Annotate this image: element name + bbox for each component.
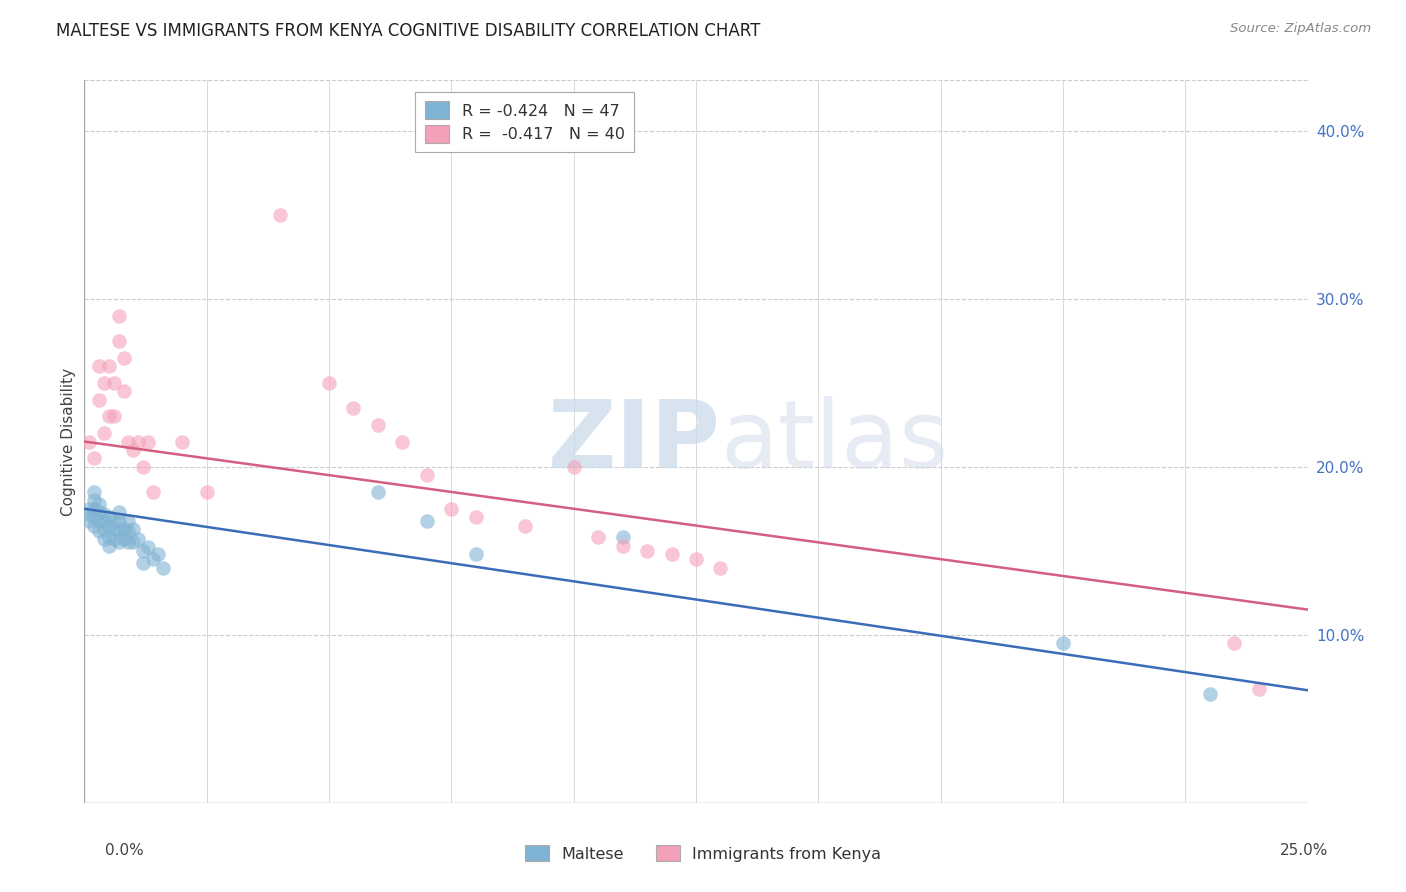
Point xyxy=(142,552,165,566)
Point xyxy=(586,530,609,544)
Point xyxy=(87,359,110,373)
Point xyxy=(661,547,683,561)
Point xyxy=(93,532,115,546)
Point xyxy=(132,543,155,558)
Point xyxy=(107,505,129,519)
Point xyxy=(269,208,291,222)
Point xyxy=(77,514,100,528)
Point xyxy=(136,434,159,449)
Point xyxy=(132,556,155,570)
Point xyxy=(1052,636,1074,650)
Point xyxy=(77,507,100,521)
Point xyxy=(83,493,105,508)
Point xyxy=(117,434,139,449)
Point xyxy=(83,501,105,516)
Point xyxy=(103,522,125,536)
Point xyxy=(83,451,105,466)
Point xyxy=(122,535,145,549)
Point xyxy=(93,426,115,441)
Point xyxy=(97,359,120,373)
Text: 25.0%: 25.0% xyxy=(1281,843,1329,858)
Point xyxy=(87,497,110,511)
Point xyxy=(1247,681,1270,696)
Point xyxy=(83,518,105,533)
Point xyxy=(367,417,389,432)
Point xyxy=(122,442,145,457)
Point xyxy=(93,507,115,521)
Point xyxy=(464,510,486,524)
Point xyxy=(122,522,145,536)
Point xyxy=(391,434,413,449)
Point xyxy=(416,468,439,483)
Legend: R = -0.424   N = 47, R =  -0.417   N = 40: R = -0.424 N = 47, R = -0.417 N = 40 xyxy=(415,92,634,153)
Point xyxy=(1223,636,1246,650)
Point xyxy=(97,539,120,553)
Point xyxy=(77,501,100,516)
Point xyxy=(107,334,129,348)
Point xyxy=(685,552,707,566)
Point xyxy=(464,547,486,561)
Point xyxy=(87,514,110,528)
Y-axis label: Cognitive Disability: Cognitive Disability xyxy=(60,368,76,516)
Point xyxy=(112,522,135,536)
Point xyxy=(83,510,105,524)
Point xyxy=(195,485,218,500)
Point xyxy=(562,459,585,474)
Point xyxy=(97,409,120,424)
Text: ZIP: ZIP xyxy=(547,395,720,488)
Point xyxy=(112,351,135,365)
Point xyxy=(367,485,389,500)
Point xyxy=(93,522,115,536)
Point xyxy=(117,524,139,538)
Point xyxy=(77,434,100,449)
Point xyxy=(117,535,139,549)
Point xyxy=(107,524,129,538)
Point xyxy=(142,485,165,500)
Point xyxy=(112,384,135,398)
Point xyxy=(117,514,139,528)
Text: Source: ZipAtlas.com: Source: ZipAtlas.com xyxy=(1230,22,1371,36)
Point xyxy=(103,376,125,390)
Point xyxy=(612,530,634,544)
Point xyxy=(127,532,149,546)
Point xyxy=(152,560,174,574)
Point xyxy=(318,376,340,390)
Point xyxy=(416,514,439,528)
Point xyxy=(636,543,658,558)
Text: atlas: atlas xyxy=(720,395,949,488)
Point xyxy=(709,560,731,574)
Point xyxy=(172,434,194,449)
Point xyxy=(1198,687,1220,701)
Point xyxy=(612,539,634,553)
Point xyxy=(132,459,155,474)
Point xyxy=(107,309,129,323)
Point xyxy=(83,485,105,500)
Point xyxy=(103,514,125,528)
Point xyxy=(93,376,115,390)
Text: 0.0%: 0.0% xyxy=(105,843,145,858)
Point xyxy=(87,392,110,407)
Point xyxy=(97,510,120,524)
Point xyxy=(87,505,110,519)
Point xyxy=(107,535,129,549)
Point xyxy=(342,401,364,415)
Point xyxy=(103,409,125,424)
Point xyxy=(87,524,110,538)
Legend: Maltese, Immigrants from Kenya: Maltese, Immigrants from Kenya xyxy=(519,838,887,868)
Point xyxy=(146,547,169,561)
Point xyxy=(107,514,129,528)
Text: MALTESE VS IMMIGRANTS FROM KENYA COGNITIVE DISABILITY CORRELATION CHART: MALTESE VS IMMIGRANTS FROM KENYA COGNITI… xyxy=(56,22,761,40)
Point xyxy=(440,501,463,516)
Point xyxy=(93,514,115,528)
Point xyxy=(97,518,120,533)
Point xyxy=(112,532,135,546)
Point xyxy=(97,530,120,544)
Point xyxy=(136,541,159,555)
Point xyxy=(127,434,149,449)
Point xyxy=(103,532,125,546)
Point xyxy=(513,518,536,533)
